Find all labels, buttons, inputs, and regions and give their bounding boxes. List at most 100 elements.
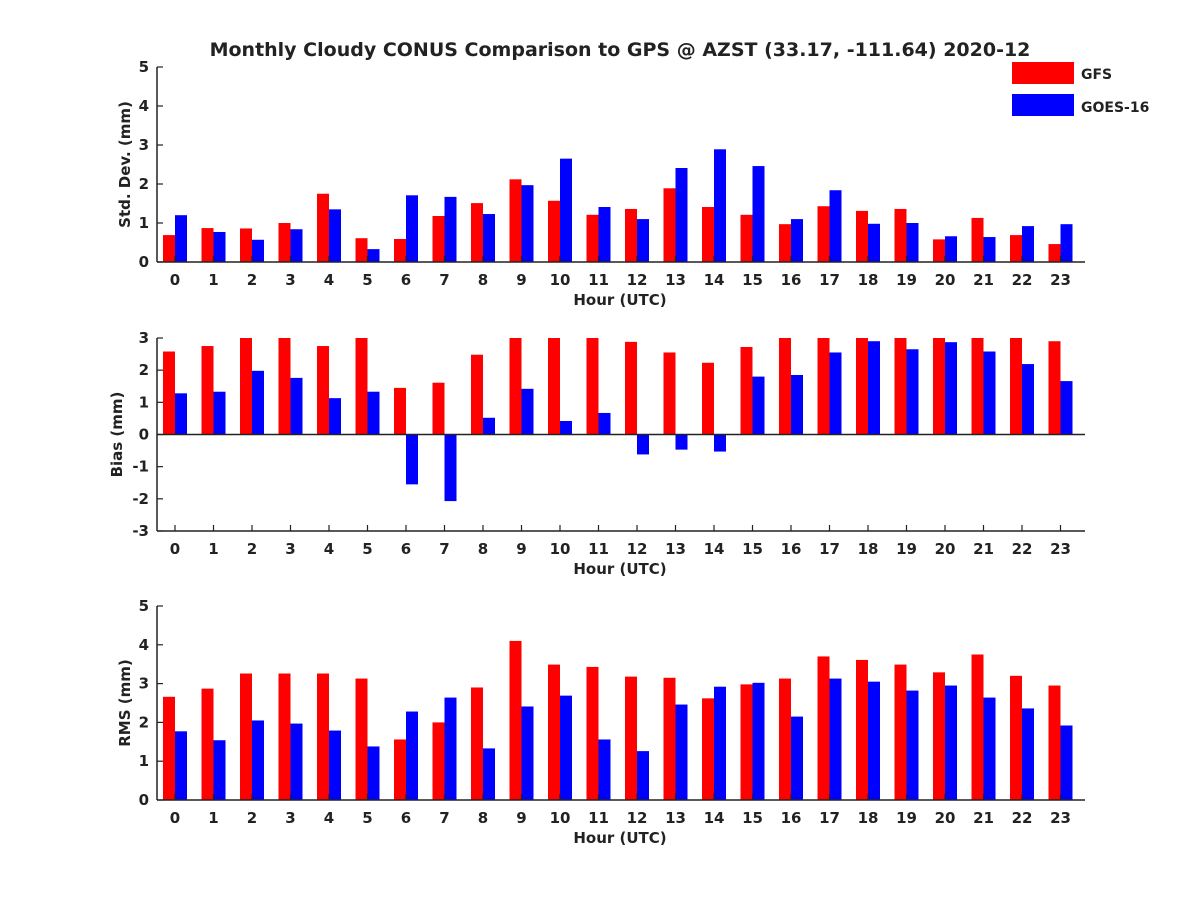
- std-dev-y-tick-label: 1: [139, 214, 149, 232]
- bias-bar-goes16-8: [483, 417, 495, 435]
- rms-x-tick-label: 6: [401, 809, 411, 827]
- bias-bar-goes16-11: [598, 412, 611, 435]
- rms-bar-gfs-19: [894, 664, 907, 800]
- bias-bar-goes16-7: [444, 434, 457, 502]
- std-dev-bar-gfs-20: [933, 239, 945, 262]
- bias-x-tick-label: 12: [627, 540, 648, 558]
- std-dev-bar-gfs-16: [779, 224, 791, 262]
- std-dev-x-tick-label: 12: [627, 271, 648, 289]
- std-dev-bar-goes16-8: [483, 214, 495, 262]
- bias-x-tick-label: 4: [324, 540, 334, 558]
- std-dev-x-tick-label: 14: [704, 271, 725, 289]
- rms-bar-gfs-11: [586, 666, 599, 800]
- bias-x-tick-label: 20: [935, 540, 956, 558]
- rms-bar-gfs-5: [355, 678, 368, 800]
- bias-x-tick-label: 21: [973, 540, 994, 558]
- rms-x-tick-label: 22: [1012, 809, 1033, 827]
- bias-bar-gfs-13: [663, 352, 676, 435]
- bias-bar-goes16-13: [675, 434, 688, 450]
- bias-bar-goes16-19: [906, 349, 919, 435]
- std-dev-x-tick-label: 4: [324, 271, 334, 289]
- rms-bar-goes16-20: [945, 685, 957, 800]
- bias-bar-gfs-3: [278, 338, 291, 435]
- rms-x-tick-label: 9: [516, 809, 526, 827]
- rms-x-tick-label: 10: [550, 809, 571, 827]
- std-dev-x-axis-label: Hour (UTC): [573, 291, 666, 309]
- bias-bar-gfs-10: [548, 338, 560, 435]
- rms-bar-goes16-13: [675, 704, 688, 800]
- std-dev-bar-goes16-23: [1060, 224, 1073, 262]
- bias-bar-gfs-21: [971, 338, 984, 435]
- rms-x-tick-label: 23: [1050, 809, 1071, 827]
- rms-bar-gfs-6: [394, 739, 406, 800]
- rms-bar-goes16-9: [521, 706, 534, 800]
- std-dev-bar-gfs-0: [163, 235, 175, 262]
- std-dev-bar-goes16-1: [213, 231, 226, 262]
- std-dev-bar-goes16-4: [329, 209, 341, 262]
- bias-bar-gfs-23: [1048, 341, 1061, 435]
- std-dev-y-tick-label: 4: [139, 97, 149, 115]
- std-dev-x-tick-label: 20: [935, 271, 956, 289]
- rms-bar-gfs-7: [432, 722, 445, 800]
- rms-x-tick-label: 7: [439, 809, 449, 827]
- std-dev-bar-gfs-4: [317, 193, 329, 262]
- bias-bar-goes16-15: [752, 376, 765, 435]
- std-dev-x-tick-label: 5: [362, 271, 372, 289]
- std-dev-x-tick-label: 22: [1012, 271, 1033, 289]
- rms-x-tick-label: 4: [324, 809, 334, 827]
- rms-x-axis-label: Hour (UTC): [573, 829, 666, 847]
- bias-x-tick-label: 9: [516, 540, 526, 558]
- bias-bar-goes16-23: [1060, 381, 1073, 435]
- std-dev-bar-gfs-23: [1048, 244, 1061, 262]
- bias-bar-goes16-5: [367, 391, 380, 435]
- std-dev-bar-gfs-6: [394, 238, 406, 262]
- bias-bar-gfs-22: [1010, 338, 1022, 435]
- std-dev-bar-goes16-0: [175, 215, 187, 262]
- rms-x-tick-label: 8: [478, 809, 488, 827]
- bias-bar-gfs-1: [201, 346, 214, 435]
- std-dev-bar-goes16-18: [868, 223, 880, 262]
- rms-y-tick-label: 4: [139, 636, 149, 654]
- std-dev-bar-goes16-11: [598, 207, 611, 262]
- bias-bar-gfs-16: [779, 338, 791, 435]
- std-dev-y-tick-label: 5: [139, 58, 149, 76]
- std-dev-x-tick-label: 9: [516, 271, 526, 289]
- std-dev-x-tick-label: 3: [285, 271, 295, 289]
- std-dev-bar-goes16-14: [714, 149, 726, 262]
- std-dev-x-tick-label: 17: [819, 271, 840, 289]
- rms-bar-goes16-2: [252, 720, 264, 800]
- std-dev-x-tick-label: 6: [401, 271, 411, 289]
- bias-y-axis-label: Bias (mm): [108, 392, 126, 478]
- bias-bar-goes16-21: [983, 351, 996, 435]
- bias-y-tick-label: 3: [139, 329, 149, 347]
- rms-x-tick-label: 5: [362, 809, 372, 827]
- rms-bar-goes16-5: [367, 746, 380, 800]
- bias-x-tick-label: 19: [896, 540, 917, 558]
- bias-x-tick-label: 23: [1050, 540, 1071, 558]
- std-dev-x-tick-label: 23: [1050, 271, 1071, 289]
- std-dev-bar-gfs-1: [201, 228, 214, 262]
- bias-y-tick-label: -1: [132, 458, 149, 476]
- rms-y-tick-label: 1: [139, 752, 149, 770]
- rms-bar-gfs-13: [663, 677, 676, 800]
- std-dev-bar-gfs-13: [663, 188, 676, 262]
- bias-bar-gfs-6: [394, 387, 406, 435]
- std-dev-bar-gfs-7: [432, 215, 445, 262]
- bias-x-tick-label: 14: [704, 540, 725, 558]
- std-dev-bar-goes16-22: [1022, 226, 1034, 262]
- bias-x-tick-label: 16: [781, 540, 802, 558]
- rms-bar-goes16-23: [1060, 725, 1073, 800]
- rms-bar-gfs-3: [278, 673, 291, 800]
- bias-bar-goes16-14: [714, 434, 726, 452]
- rms-bar-gfs-8: [471, 687, 483, 800]
- bias-bar-gfs-4: [317, 346, 329, 435]
- bias-bar-goes16-4: [329, 398, 341, 435]
- bias-bar-gfs-17: [817, 338, 830, 435]
- rms-bar-gfs-1: [201, 688, 214, 800]
- bias-x-tick-label: 7: [439, 540, 449, 558]
- legend-label-goes16: GOES-16: [1081, 100, 1149, 116]
- std-dev-bar-gfs-15: [740, 214, 753, 262]
- bias-y-tick-label: 1: [139, 393, 149, 411]
